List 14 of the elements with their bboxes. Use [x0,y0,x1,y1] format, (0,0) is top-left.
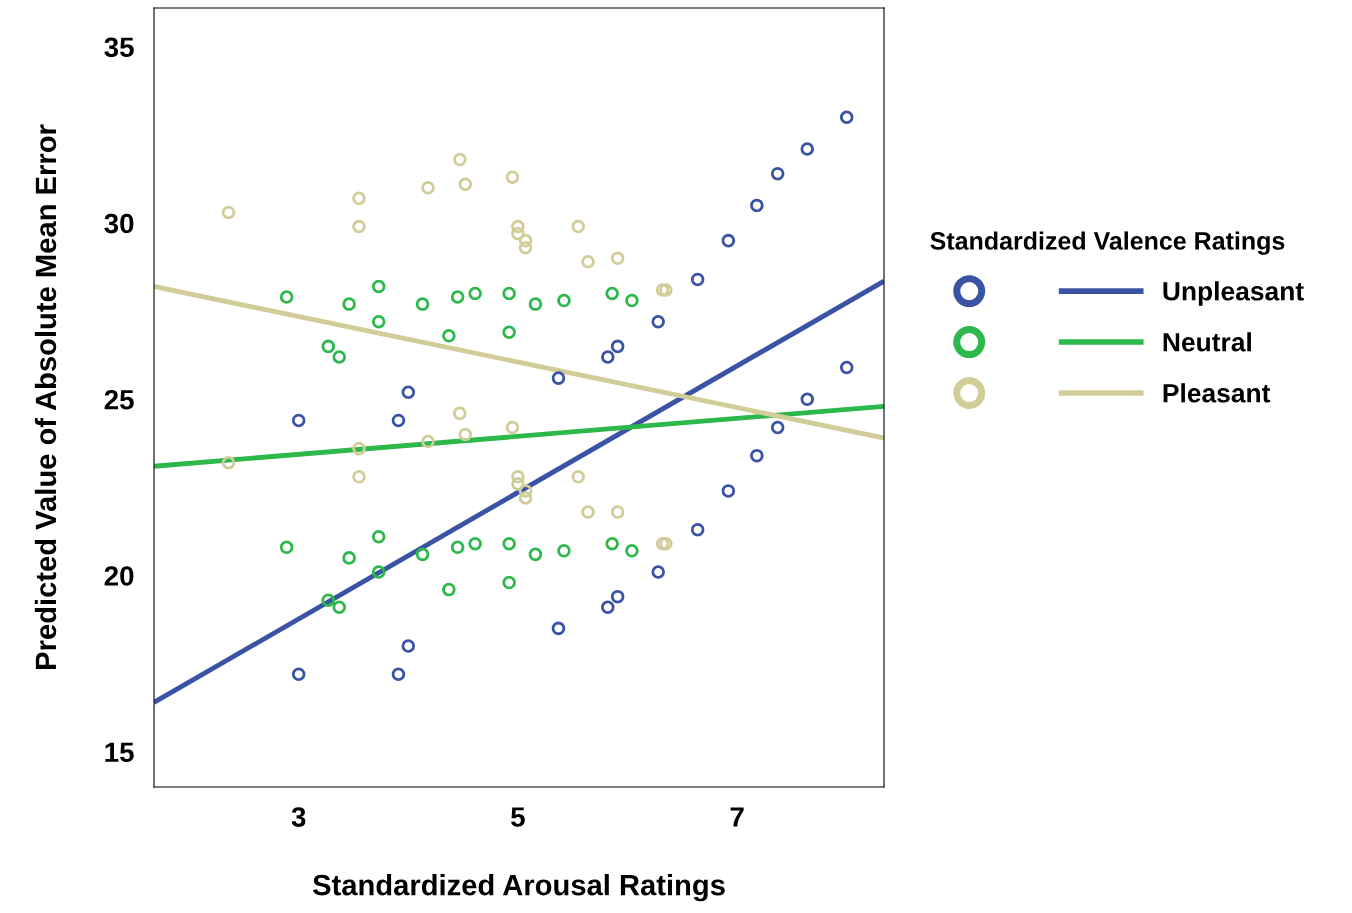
legend-title: Standardized Valence Ratings [930,231,1285,255]
x-tick-label: 5 [511,807,525,827]
y-tick-label: 20 [104,566,134,586]
legend-label: Unpleasant [1163,281,1304,306]
x-tick-label: 3 [291,807,306,827]
y-tick-label: 15 [105,742,134,763]
x-axis-title: Standardized Arousal Ratings [312,874,725,902]
y-tick-label: 35 [104,37,134,58]
y-axis-title: Predicted Value of Absolute Mean Error [34,124,57,669]
y-tick-label: 25 [104,389,134,410]
x-tick-label: 7 [730,807,744,827]
legend-label: Neutral [1163,332,1251,352]
y-tick-label: 30 [104,213,134,234]
legend-label: Pleasant [1163,383,1271,403]
